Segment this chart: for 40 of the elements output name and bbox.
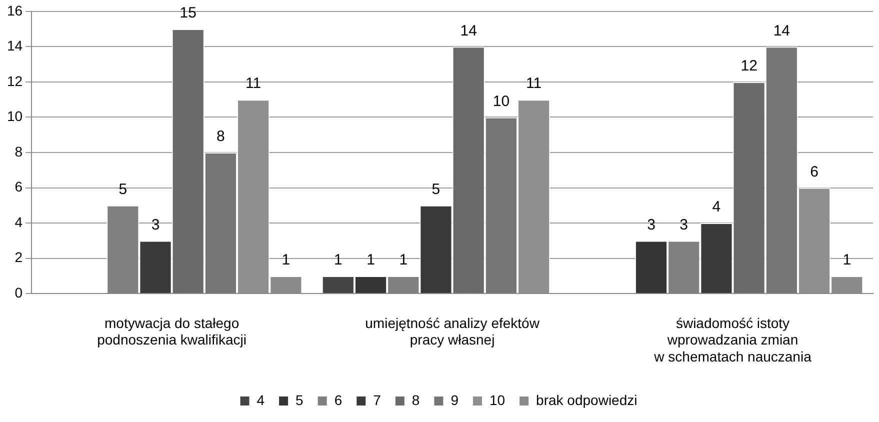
y-tick-label: 6: [14, 178, 23, 195]
y-tick-label: 10: [6, 108, 23, 124]
data-label: 1: [399, 252, 408, 269]
data-label: 14: [460, 22, 477, 40]
data-label: 10: [492, 92, 510, 110]
y-tick-label: 8: [14, 143, 23, 160]
x-tick-label: motywacja do stałego podnoszenia kwalifikacji: [97, 314, 247, 348]
data-label: 8: [216, 128, 225, 146]
y-tick-label: 0: [14, 284, 23, 300]
legend-label: 4: [256, 392, 265, 408]
data-label: 5: [118, 181, 128, 198]
x-tick-label: umiejętność analizy efektów pracy własnej: [365, 314, 540, 348]
data-label: 15: [180, 4, 196, 22]
data-label: 1: [282, 252, 290, 269]
y-tick-label: 2: [14, 249, 23, 266]
legend-label: 8: [412, 392, 420, 408]
y-tick-label: 16: [6, 2, 23, 18]
data-label: 3: [647, 216, 656, 234]
legend-label: 9: [450, 392, 459, 408]
data-label: 1: [366, 252, 375, 269]
data-label: 3: [151, 216, 160, 234]
data-label: 14: [773, 22, 790, 40]
data-label: 1: [842, 252, 852, 269]
data-label: 1: [334, 252, 342, 269]
data-label: 4: [712, 198, 721, 216]
x-tick-label: świadomość istoty wprowadzania zmian w schematach nauczania: [653, 314, 812, 364]
data-label: 11: [526, 75, 542, 92]
data-label: 12: [740, 58, 758, 75]
legend-label: 5: [296, 392, 304, 408]
data-label: 3: [680, 216, 688, 234]
y-tick-label: 14: [6, 38, 23, 54]
legend-label: 6: [334, 392, 342, 408]
data-label: 6: [810, 163, 818, 180]
data-label: 11: [246, 75, 262, 92]
legend-label: brak odpowiedzi: [536, 392, 638, 408]
data-label: 5: [432, 181, 440, 198]
legend-label: 10: [489, 392, 506, 408]
y-tick-label: 4: [14, 214, 23, 230]
y-tick-label: 12: [6, 72, 23, 89]
legend-label: 7: [373, 392, 382, 408]
